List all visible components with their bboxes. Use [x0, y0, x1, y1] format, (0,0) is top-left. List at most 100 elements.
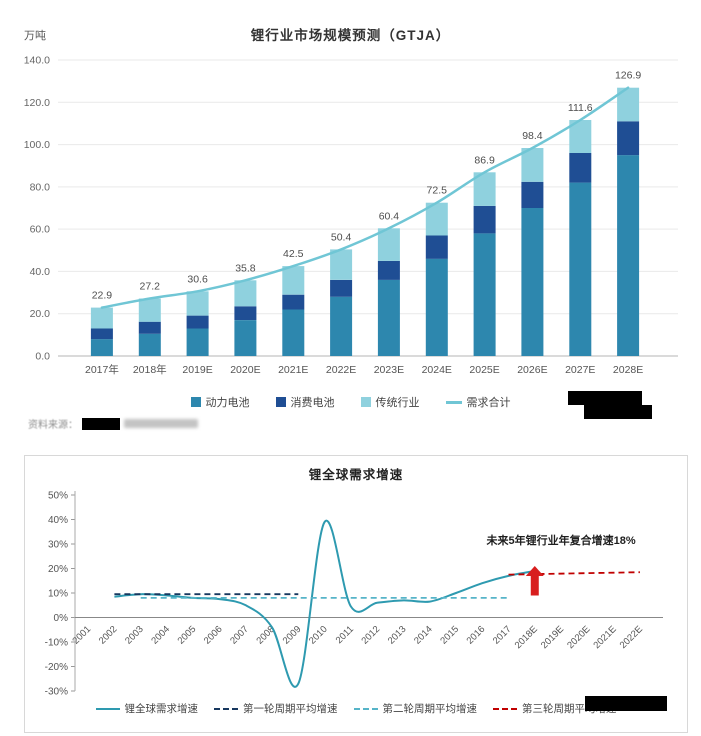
legend-item-traditional-industry: 传统行业: [360, 394, 420, 410]
legend-label: 传统行业: [375, 397, 420, 409]
bar-total-label: 126.9: [615, 70, 641, 82]
y-tick-label: 80.0: [30, 181, 51, 193]
dashed-line-swatch-icon: [214, 707, 238, 710]
bar-segment-动力电池: [282, 309, 305, 356]
x-tick-label: 2006: [202, 624, 225, 647]
source-row: 资料来源：: [28, 416, 198, 431]
redaction-box: [585, 696, 667, 711]
series-line-锂全球需求增速: [114, 519, 535, 688]
power-battery-swatch-icon: [190, 397, 201, 407]
legend-item-global-demand-growth: 锂全球需求增速: [95, 701, 199, 716]
legend-item-cycle2-average: 第二轮周期平均增速: [353, 701, 477, 716]
x-tick-label: 2027E: [565, 364, 595, 376]
bar-segment-传统行业: [617, 87, 640, 122]
bar-segment-动力电池: [521, 208, 544, 356]
bar-segment-消费电池: [473, 205, 496, 234]
x-tick-label: 2018年: [133, 363, 167, 376]
y-tick-label: 120.0: [24, 97, 50, 109]
y-tick-label: 20.0: [30, 308, 51, 320]
legend-label: 需求合计: [466, 397, 511, 409]
bar-segment-动力电池: [377, 279, 400, 356]
bar-segment-动力电池: [186, 328, 209, 356]
y-tick-label: 40%: [48, 515, 68, 526]
legend-label: 消费电池: [290, 397, 335, 409]
x-tick-label: 2021E: [591, 624, 618, 651]
bar-segment-传统行业: [377, 228, 400, 261]
top-chart-title: 锂行业市场规模预测（GTJA）: [250, 28, 451, 43]
legend-item-consumer-battery: 消费电池: [275, 394, 335, 410]
bar-segment-消费电池: [425, 235, 448, 259]
bar-segment-消费电池: [521, 181, 544, 208]
x-tick-label: 2022E: [326, 364, 356, 376]
bar-segment-消费电池: [90, 328, 113, 340]
y-tick-label: 0%: [54, 613, 69, 624]
source-label: 资料来源：: [28, 420, 78, 431]
redaction-box: [568, 391, 642, 405]
y-tick-label: 30%: [48, 540, 68, 551]
x-tick-label: 2002: [97, 624, 120, 647]
x-tick-label: 2018E: [513, 624, 540, 651]
bar-segment-传统行业: [425, 202, 448, 236]
bar-segment-传统行业: [473, 172, 496, 206]
legend-label: 锂全球需求增速: [124, 703, 199, 715]
x-tick-label: 2005: [176, 624, 199, 647]
bar-total-label: 22.9: [92, 290, 113, 302]
y-tick-label: 50%: [48, 491, 68, 502]
bar-segment-消费电池: [617, 121, 640, 156]
demand-growth-panel: 锂全球需求增速 -30% -20% -10% 0% 10% 20% 30% 40% 50% 200…: [24, 455, 688, 733]
bar-segment-传统行业: [90, 307, 113, 329]
bar-segment-消费电池: [282, 294, 305, 310]
y-tick-label: -10%: [45, 638, 68, 649]
legend-item-total-demand: 需求合计: [445, 394, 511, 410]
redaction-box: [82, 417, 120, 430]
x-tick-label: 2013: [386, 624, 409, 647]
bar-segment-动力电池: [138, 333, 161, 356]
total-demand-line: [100, 86, 630, 309]
bar-segment-传统行业: [330, 249, 353, 280]
total-demand-line-swatch-icon: [445, 400, 462, 404]
y-tick-label: 100.0: [24, 139, 50, 151]
bar-segment-动力电池: [473, 233, 496, 356]
x-tick-label: 2016: [465, 624, 488, 647]
x-tick-label: 2004: [149, 624, 172, 647]
bar-segment-动力电池: [330, 296, 353, 356]
bottom-chart-title: 锂全球需求增速: [308, 468, 404, 482]
bar-total-label: 50.4: [331, 231, 352, 243]
x-tick-label: 2003: [123, 624, 146, 647]
x-tick-label: 2021E: [278, 364, 308, 376]
x-tick-label: 2001: [71, 624, 94, 647]
x-tick-label: 2025E: [469, 364, 499, 376]
x-tick-label: 2026E: [517, 364, 547, 376]
bar-segment-动力电池: [90, 339, 113, 356]
bar-segment-动力电池: [617, 155, 640, 356]
redaction-box: [584, 405, 652, 419]
y-tick-label: 140.0: [24, 55, 50, 67]
bar-segment-动力电池: [425, 258, 448, 356]
y-tick-label: -30%: [45, 687, 68, 698]
up-arrow-icon: [525, 566, 544, 596]
blurred-text: [124, 419, 198, 428]
top-chart-legend: 动力电池 消费电池 传统行业 需求合计: [0, 394, 701, 410]
bar-segment-消费电池: [234, 306, 257, 320]
bar-segment-传统行业: [569, 120, 592, 153]
legend-item-power-battery: 动力电池: [190, 394, 250, 410]
x-tick-label: 2010: [307, 624, 330, 647]
legend-item-cycle1-average: 第一轮周期平均增速: [214, 701, 338, 716]
bar-total-label: 86.9: [474, 154, 495, 166]
x-tick-label: 2017: [491, 624, 514, 647]
x-tick-label: 2008: [254, 624, 277, 647]
annotation-text: 未来5年锂行业年复合增速18%: [485, 533, 635, 547]
y-tick-label: 20%: [48, 564, 68, 575]
bar-segment-传统行业: [186, 291, 209, 316]
bar-total-label: 60.4: [379, 210, 400, 222]
x-tick-label: 2019E: [539, 624, 566, 651]
bar-total-label: 72.5: [427, 185, 448, 197]
x-tick-label: 2012: [360, 624, 383, 647]
bar-segment-传统行业: [234, 280, 257, 307]
x-tick-label: 2028E: [613, 364, 643, 376]
y-tick-label: -20%: [45, 662, 68, 673]
y-axis-unit-label: 万吨: [24, 30, 46, 42]
consumer-battery-swatch-icon: [275, 397, 286, 407]
bar-segment-消费电池: [138, 321, 161, 334]
x-tick-label: 2024E: [422, 364, 452, 376]
